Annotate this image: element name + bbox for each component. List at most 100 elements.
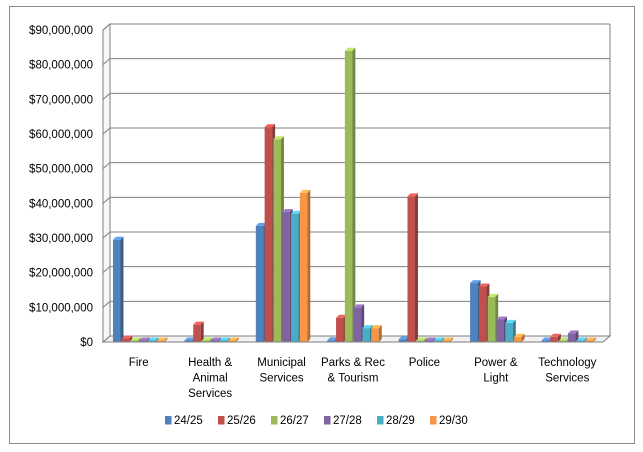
gridline — [102, 127, 610, 135]
x-tick-label: Fire — [129, 357, 149, 369]
x-tick-label: Health & Animal Services — [188, 357, 232, 400]
bar-side — [307, 189, 311, 342]
bar-side — [575, 330, 579, 342]
bar-top — [228, 337, 239, 341]
bar — [130, 337, 142, 342]
legend-label: 26/27 — [280, 415, 309, 427]
bar-front — [541, 340, 550, 342]
bar-top — [273, 136, 284, 140]
bar-front — [576, 340, 585, 342]
bar-front — [193, 324, 201, 342]
legend-label: 24/25 — [174, 415, 203, 427]
bar-front — [112, 239, 121, 342]
bar — [219, 337, 231, 342]
gridline — [102, 92, 610, 100]
y-tick-label: $10,000,000 — [29, 302, 93, 314]
bar-top — [327, 337, 338, 341]
bar-top — [541, 337, 553, 341]
legend-swatch — [377, 416, 384, 425]
bar-front — [425, 340, 433, 342]
bar-side — [352, 47, 356, 343]
bar-side — [129, 335, 133, 342]
gridline — [102, 300, 610, 308]
x-tick-label-line: Health & — [188, 357, 232, 369]
bar-front — [121, 338, 130, 342]
bar — [442, 337, 454, 342]
bar-top — [112, 236, 124, 240]
bar-front — [416, 340, 424, 342]
legend-label: 27/28 — [333, 415, 362, 427]
bar — [156, 337, 168, 342]
bar-top — [371, 325, 382, 329]
bar-top — [398, 336, 410, 340]
bar-side — [450, 337, 454, 342]
bar-top — [353, 304, 365, 308]
bar-side — [164, 337, 168, 342]
bar-front — [585, 340, 594, 342]
y-tick-label: $90,000,000 — [29, 25, 93, 37]
y-tick-label: $70,000,000 — [29, 94, 93, 106]
bar-side — [155, 337, 159, 342]
bar-front — [327, 340, 335, 342]
bar-top — [336, 314, 347, 318]
bar-front — [407, 196, 415, 342]
legend-swatch — [218, 416, 225, 425]
bar-front — [219, 340, 228, 342]
x-tick-label-line: Police — [409, 357, 440, 369]
bar-front — [353, 307, 362, 342]
bar-top — [299, 189, 311, 193]
bar-front — [210, 340, 219, 342]
bar-top — [148, 337, 159, 341]
bar-top — [496, 316, 508, 320]
bar-top — [585, 337, 597, 341]
bar-front — [264, 127, 273, 342]
bar-top — [576, 337, 588, 341]
bars-group — [112, 47, 597, 343]
bar — [148, 337, 159, 342]
y-tick-label: $80,000,000 — [29, 60, 93, 72]
bar-side — [146, 337, 150, 342]
x-tick-label-line: Power & — [474, 357, 518, 369]
legend-label: 29/30 — [439, 415, 468, 427]
bar — [112, 236, 124, 342]
bar-top — [478, 283, 490, 287]
bar — [567, 330, 579, 342]
bar-front — [282, 212, 290, 342]
bar-front — [550, 336, 558, 342]
bar — [210, 337, 222, 342]
bar-front — [433, 340, 442, 342]
bar-side — [423, 337, 427, 342]
bar-front — [505, 322, 513, 342]
bar-side — [209, 337, 213, 342]
x-tick-label: Police — [409, 357, 440, 369]
bar-top — [362, 325, 373, 329]
bar-top — [425, 337, 436, 341]
bar — [299, 189, 311, 342]
legend-swatch — [324, 416, 331, 425]
legend-swatch — [165, 416, 172, 425]
bar — [344, 47, 356, 343]
x-tick-label-line: Services — [188, 388, 232, 400]
bar — [416, 337, 427, 342]
bar-side — [557, 333, 561, 342]
bar-side — [584, 337, 588, 342]
bar — [576, 337, 588, 342]
bar — [193, 321, 204, 342]
bar-top — [139, 337, 150, 341]
bar-top — [210, 337, 222, 341]
x-tick-label: Technology Services — [538, 357, 596, 385]
x-tick-label-line: Fire — [129, 357, 149, 369]
x-tick-label-line: Animal — [193, 373, 228, 385]
bar-top — [264, 124, 276, 128]
legend-label: 28/29 — [386, 415, 415, 427]
bar-top — [470, 280, 481, 284]
x-tick-label-line: Technology — [538, 357, 596, 369]
y-tick-label: $40,000,000 — [29, 198, 93, 210]
bar-front — [130, 340, 139, 342]
bar-front — [496, 319, 505, 342]
bar-front — [336, 317, 344, 342]
bar-front — [184, 340, 192, 342]
x-tick-label: Municipal Services — [257, 357, 306, 385]
bar-top — [416, 337, 427, 341]
x-tick-label-line: Services — [545, 373, 589, 385]
